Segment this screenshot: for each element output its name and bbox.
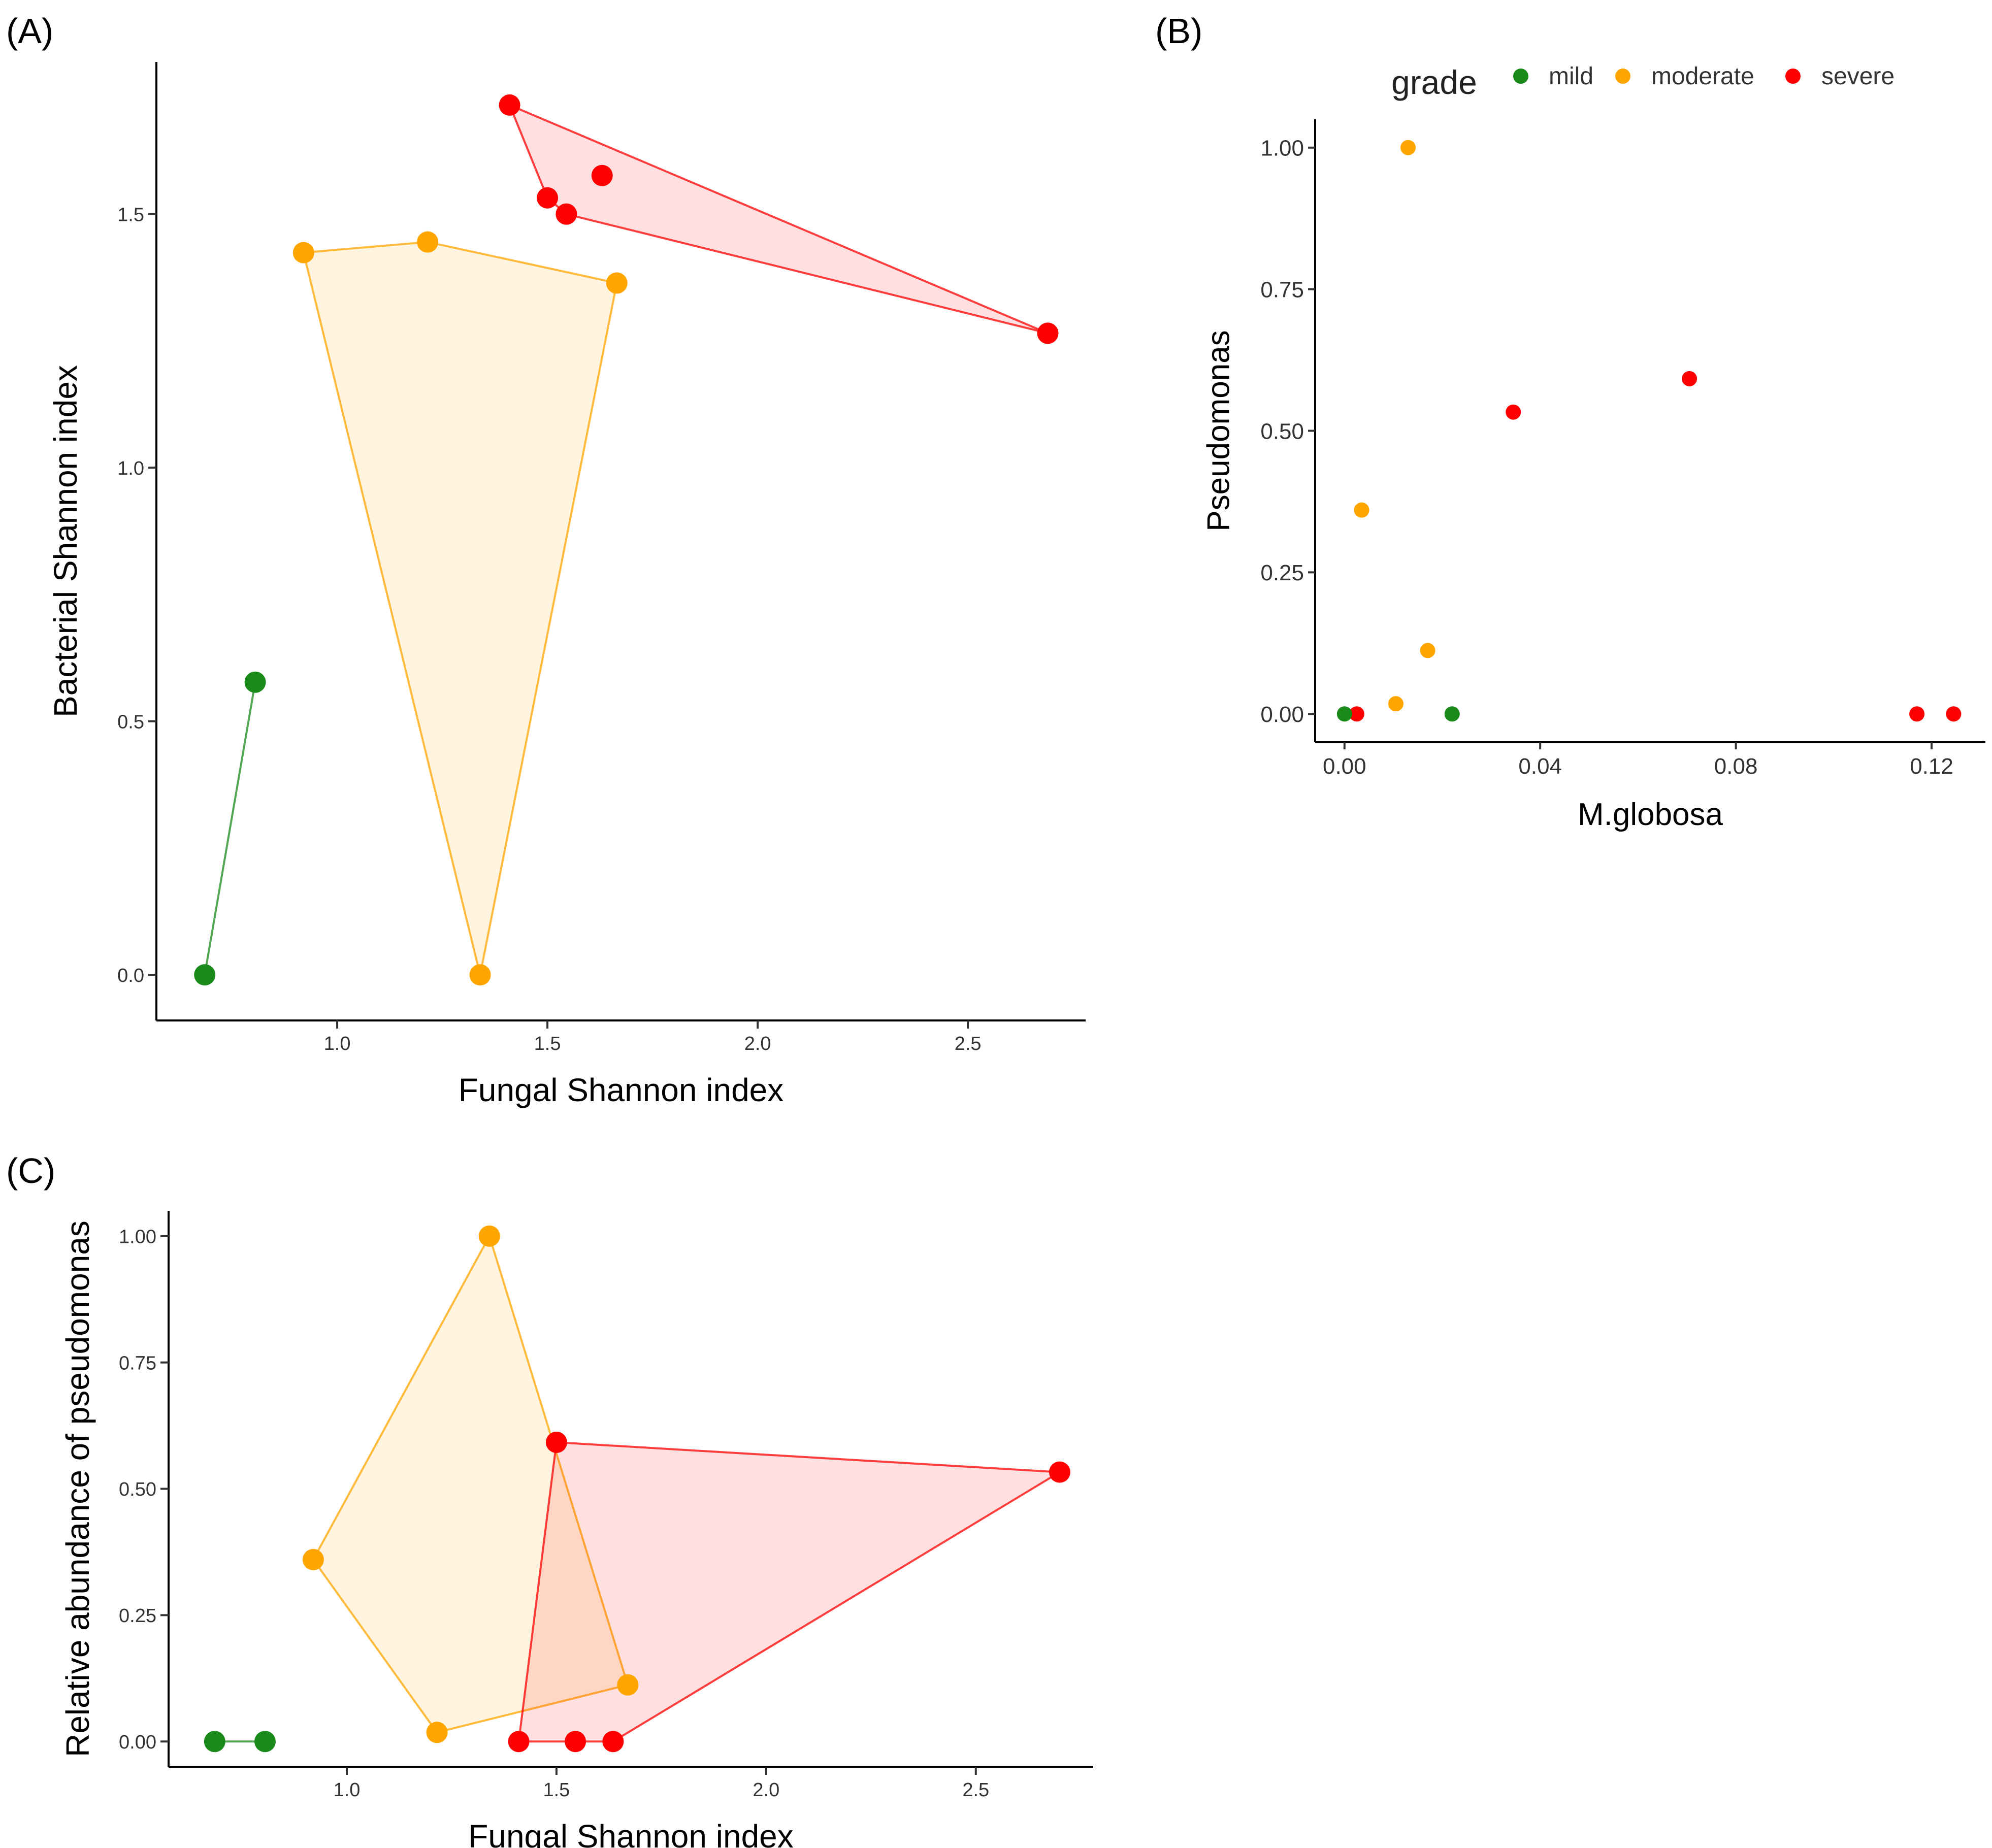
data-point-severe	[508, 1731, 530, 1753]
data-point-moderate	[292, 242, 314, 263]
x-axis-title: Fungal Shannon index	[468, 1818, 794, 1848]
data-point-moderate	[417, 231, 439, 253]
panel-B: (B) 0.00 0.04 0.08 0.12 0.00 0.25 0.50 0.75 1.00 M…	[1155, 11, 1985, 832]
y-tick-label: 0.50	[1260, 419, 1304, 444]
y-tick-label: 0.25	[119, 1605, 156, 1627]
data-point-severe	[545, 1431, 567, 1453]
y-tick-label: 1.0	[117, 458, 144, 479]
panel-label-C: (C)	[6, 1151, 55, 1191]
data-point-severe	[1946, 706, 1962, 722]
hull-severe	[517, 1441, 1063, 1743]
data-point-moderate	[469, 964, 491, 986]
x-axis-title: M.globosa	[1578, 797, 1723, 832]
y-tick-label: 1.00	[119, 1226, 156, 1247]
data-point-moderate	[1400, 140, 1416, 155]
y-tick-label: 0.0	[117, 965, 144, 986]
legend-key-severe	[1785, 69, 1801, 84]
x-tick-label: 0.00	[1323, 754, 1366, 779]
data-point-severe	[565, 1731, 586, 1753]
x-tick-label: 1.0	[334, 1779, 361, 1801]
x-tick-label: 0.04	[1518, 754, 1562, 779]
x-tick-label: 0.12	[1910, 754, 1953, 779]
x-tick-label: 2.0	[744, 1033, 771, 1054]
x-tick-label: 2.5	[955, 1033, 982, 1054]
y-tick-label: 0.50	[119, 1479, 156, 1500]
data-point-moderate	[478, 1225, 500, 1247]
y-tick-label: 1.5	[117, 204, 144, 225]
panel-label-B: (B)	[1155, 11, 1202, 51]
legend-label-mild: mild	[1549, 63, 1593, 90]
data-point-severe	[1049, 1461, 1070, 1483]
y-tick-label: 0.25	[1260, 560, 1304, 585]
legend-title: grade	[1391, 63, 1477, 101]
data-point-moderate	[606, 272, 628, 294]
data-point-severe	[602, 1731, 624, 1753]
data-point-mild	[254, 1731, 276, 1753]
legend-key-moderate	[1615, 69, 1630, 84]
data-point-severe	[537, 187, 559, 209]
data-point-mild	[204, 1731, 225, 1753]
data-point-severe	[1909, 706, 1925, 722]
x-tick-label: 2.0	[753, 1779, 779, 1801]
data-point-severe	[1506, 404, 1521, 420]
y-tick-label: 0.00	[1260, 702, 1304, 727]
y-tick-label: 1.00	[1260, 136, 1304, 161]
data-point-moderate	[1354, 502, 1369, 518]
legend: grade mild moderate severe	[1391, 63, 1895, 101]
data-point-mild	[194, 964, 216, 986]
data-point-moderate	[426, 1722, 448, 1743]
data-point-mild	[1444, 706, 1460, 722]
data-point-severe	[591, 164, 613, 186]
x-tick-label: 2.5	[962, 1779, 989, 1801]
y-tick-label: 0.75	[119, 1352, 156, 1374]
data-point-severe	[499, 94, 520, 116]
x-tick-label: 0.08	[1714, 754, 1758, 779]
x-axis-title: Fungal Shannon index	[459, 1072, 784, 1108]
x-tick-label: 1.5	[534, 1033, 561, 1054]
y-tick-label: 0.75	[1260, 277, 1304, 302]
data-point-moderate	[617, 1674, 639, 1696]
y-axis-title: Bacterial Shannon index	[47, 365, 84, 717]
data-point-severe	[1349, 706, 1364, 722]
y-tick-label: 0.5	[117, 711, 144, 733]
panel-A: (A) 1.0 1.5 2.0 2.5 0.0 0.5 1.0 1.5 Fungal Shanno…	[6, 11, 1086, 1108]
data-point-mild	[244, 671, 266, 693]
hull-mild	[204, 682, 256, 975]
data-point-moderate	[302, 1548, 324, 1570]
data-point-severe	[556, 203, 577, 225]
data-point-severe	[1037, 322, 1059, 344]
x-tick-label: 1.0	[324, 1033, 351, 1054]
legend-label-moderate: moderate	[1651, 63, 1754, 90]
y-axis-title: Pseudomonas	[1201, 330, 1236, 531]
legend-key-mild	[1513, 69, 1528, 84]
data-point-mild	[1336, 706, 1352, 722]
y-tick-label: 0.00	[119, 1732, 156, 1753]
panel-label-A: (A)	[6, 11, 53, 51]
x-tick-label: 1.5	[543, 1779, 570, 1801]
data-point-moderate	[1420, 643, 1435, 658]
legend-label-severe: severe	[1821, 63, 1895, 90]
panel-C: (C) 1.0 1.5 2.0 2.5 0.00 0.25 0.50 0.75 1.00 Funga…	[6, 1151, 1093, 1848]
y-axis-title: Relative abundance of pseudomonas	[59, 1220, 96, 1757]
data-point-moderate	[1388, 696, 1403, 712]
hull-moderate	[302, 241, 618, 975]
data-point-severe	[1682, 371, 1697, 386]
